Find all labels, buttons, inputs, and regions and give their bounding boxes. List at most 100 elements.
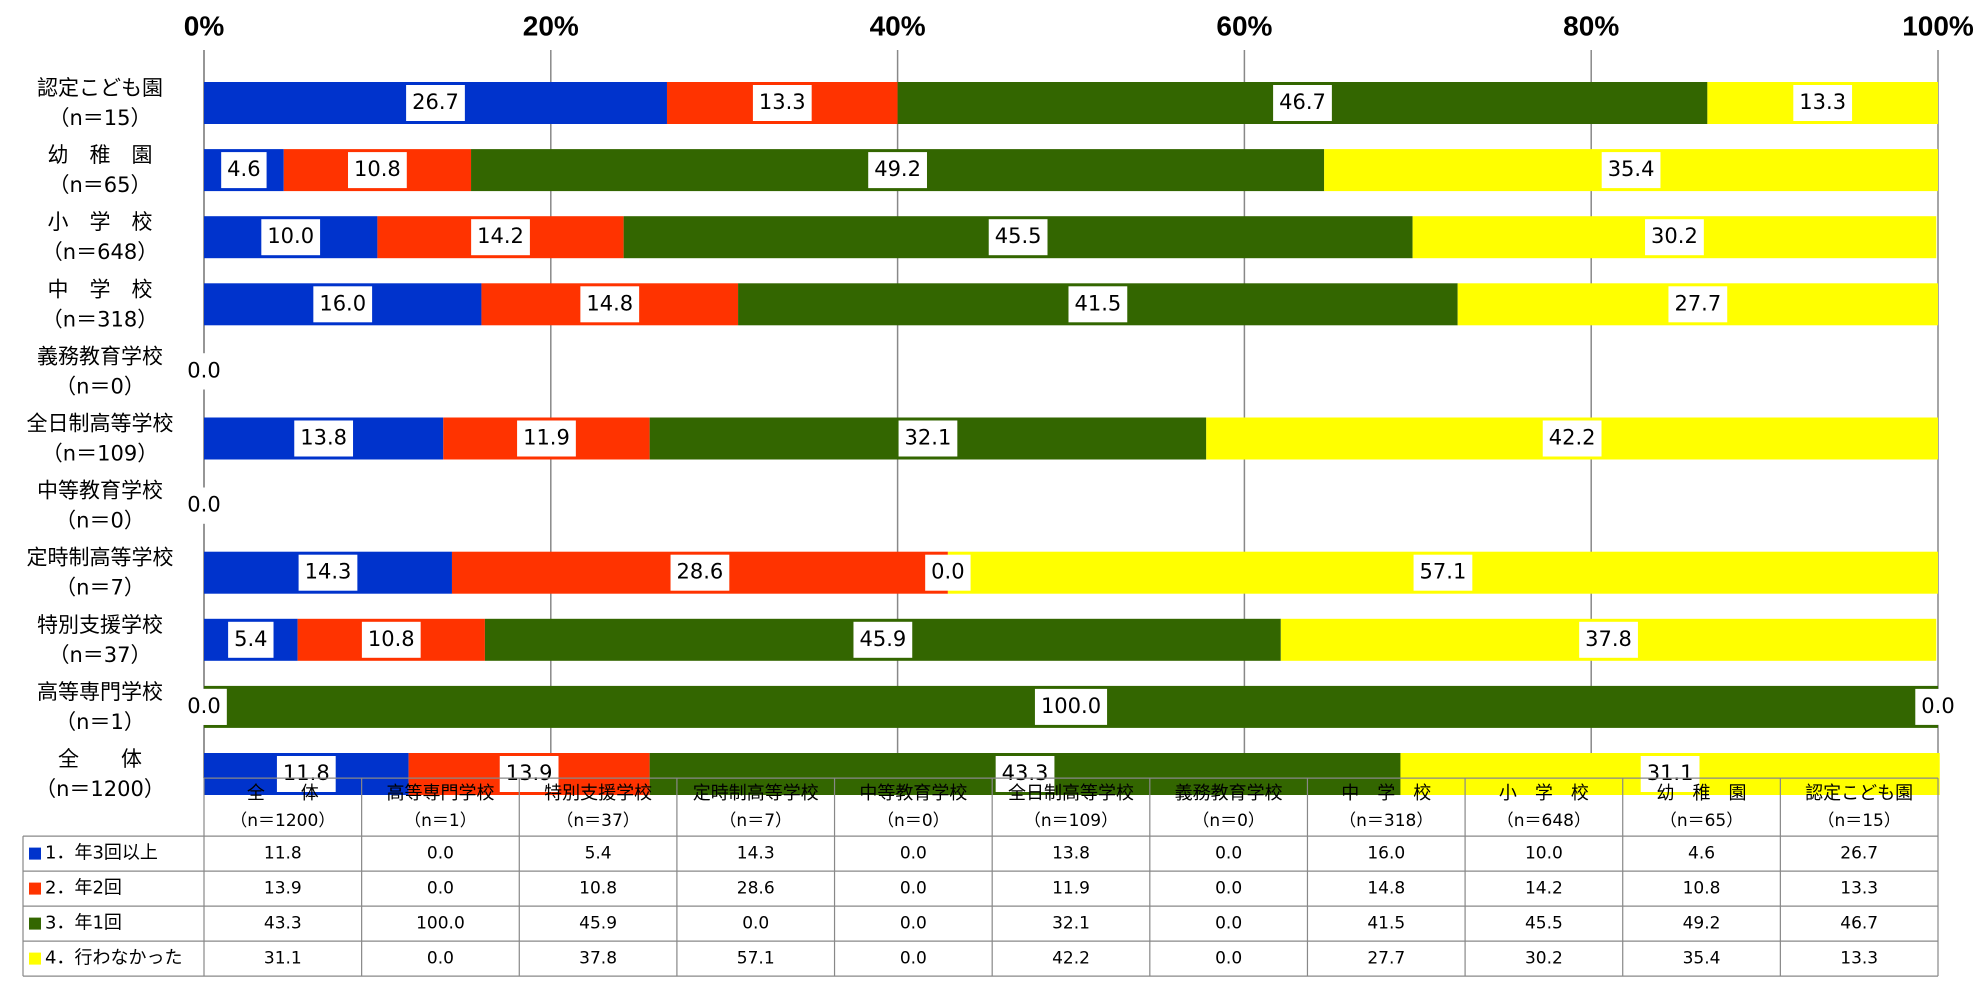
legend-label: 2．年2回 (45, 878, 122, 899)
x-tick-label: 20% (523, 10, 579, 41)
table-header-note: （n＝15） (1817, 811, 1900, 831)
data-label-group: 57.1 (1413, 554, 1473, 591)
x-tick-label: 40% (870, 10, 926, 41)
data-label-group: 0.0 (181, 487, 227, 524)
table-header-note: （n＝0） (877, 811, 950, 831)
data-label-group: 27.7 (1668, 286, 1728, 323)
data-label: 11.8 (283, 761, 330, 785)
data-label-group: 14.8 (580, 286, 640, 323)
data-label-group: 37.8 (1579, 621, 1638, 658)
category-note: （n＝648） (42, 240, 158, 264)
data-label-bg (868, 152, 927, 189)
table-header-note: （n＝1） (404, 811, 477, 831)
data-label-bg (1273, 85, 1332, 121)
table-header-note: （n＝65） (1660, 811, 1743, 831)
table-header-note: （n＝648） (1497, 811, 1591, 831)
data-label-bg (348, 152, 407, 189)
data-label-bg (580, 286, 640, 323)
legend-swatch (29, 952, 41, 965)
category-label: 全日制高等学校 (27, 412, 174, 436)
data-label: 5.4 (234, 627, 267, 651)
category-note: （n＝0） (55, 509, 145, 533)
category-label: 中 学 校 (48, 277, 153, 301)
data-label: 11.9 (523, 426, 570, 450)
table-cell: 43.3 (264, 914, 302, 934)
table-cell: 11.9 (1052, 879, 1090, 899)
table-cell: 13.9 (264, 879, 302, 899)
data-label-bg (228, 621, 274, 658)
table-header-note: （n＝1200） (230, 811, 335, 831)
data-label-group: 14.3 (298, 554, 358, 591)
table-cell: 46.7 (1840, 914, 1878, 934)
data-label: 46.7 (1279, 90, 1326, 114)
table-cell: 41.5 (1367, 914, 1405, 934)
x-tick-label: 100% (1902, 10, 1974, 41)
table-cell: 31.1 (264, 949, 302, 969)
data-label-bg (1034, 688, 1108, 725)
table-cell: 0.0 (1215, 949, 1242, 969)
table-cell: 0.0 (1215, 879, 1242, 899)
data-label-bg (988, 219, 1048, 256)
data-label: 30.2 (1651, 224, 1698, 248)
data-label-group: 35.4 (1601, 152, 1661, 189)
table-header: 中等教育学校 (859, 783, 967, 804)
legend-swatch (29, 917, 41, 930)
data-label-group: 14.2 (471, 219, 530, 256)
data-label-bg (499, 756, 559, 792)
table-cell: 37.8 (579, 949, 617, 969)
table-cell: 0.0 (427, 844, 454, 864)
table-header: 認定こども園 (1805, 783, 1913, 804)
data-label: 13.3 (759, 90, 806, 114)
legend-label: 3．年1回 (45, 913, 122, 934)
data-label-group: 4.6 (221, 152, 267, 189)
table-cell: 0.0 (742, 914, 769, 934)
table-cell: 0.0 (900, 914, 927, 934)
table-header: 特別支援学校 (544, 783, 652, 804)
table-cell: 0.0 (1215, 844, 1242, 864)
data-label-bg (1413, 554, 1473, 591)
data-label-bg (1915, 688, 1961, 725)
table-cell: 57.1 (737, 949, 775, 969)
data-label: 0.0 (187, 358, 220, 382)
category-note: （n＝7） (55, 576, 145, 600)
table-cell: 13.3 (1840, 879, 1878, 899)
data-label-group: 10.8 (348, 152, 407, 189)
data-label: 13.8 (300, 426, 347, 450)
data-label-bg (517, 420, 576, 457)
data-label-group: 45.5 (988, 219, 1048, 256)
table-cell: 30.2 (1525, 949, 1563, 969)
data-label-bg (294, 420, 354, 457)
data-label-bg (1601, 152, 1661, 189)
category-label: 定時制高等学校 (27, 546, 174, 570)
data-label-bg (1579, 621, 1638, 658)
table-header: 全 体 (247, 783, 319, 804)
data-label: 37.8 (1585, 627, 1632, 651)
category-label: 義務教育学校 (37, 344, 163, 368)
data-label: 26.7 (412, 90, 459, 114)
data-label: 100.0 (1041, 694, 1101, 718)
data-label-group: 11.8 (276, 756, 336, 792)
data-label-bg (298, 554, 358, 591)
data-label: 10.0 (267, 224, 314, 248)
table-cell: 10.8 (579, 879, 617, 899)
data-label: 0.0 (187, 694, 220, 718)
data-label-bg (1668, 286, 1728, 323)
category-label: 特別支援学校 (37, 613, 163, 637)
table-cell: 0.0 (900, 844, 927, 864)
table-cell: 4.6 (1688, 844, 1715, 864)
category-label: 幼 稚 園 (48, 143, 153, 167)
table-cell: 26.7 (1840, 844, 1878, 864)
data-label: 10.8 (368, 627, 415, 651)
table-cell: 32.1 (1052, 914, 1090, 934)
legend-swatch (29, 882, 41, 895)
table-cell: 100.0 (416, 914, 465, 934)
data-label-bg (752, 85, 812, 121)
table-header-note: （n＝7） (719, 811, 792, 831)
category-note: （n＝15） (48, 106, 151, 130)
data-label-bg (898, 420, 958, 457)
data-label: 41.5 (1074, 291, 1121, 315)
data-label-group: 42.2 (1542, 420, 1602, 457)
data-label-bg (471, 219, 530, 256)
table-cell: 0.0 (427, 879, 454, 899)
